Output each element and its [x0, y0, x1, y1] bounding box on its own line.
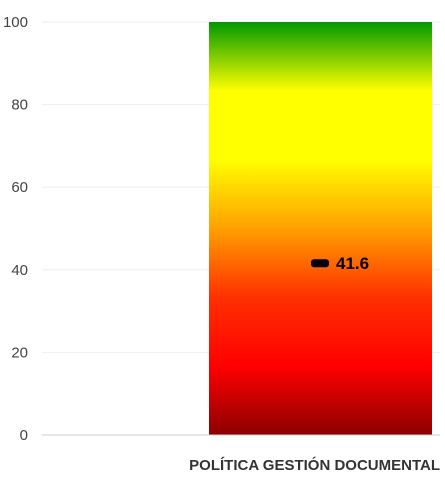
y-tick-label-0: 0 [20, 427, 28, 444]
value-marker-label: 41.6 [336, 254, 369, 273]
x-axis-categories: POLÍTICA GESTIÓN DOCUMENTAL [189, 456, 440, 474]
background-band [209, 22, 432, 435]
value-marker [311, 259, 329, 268]
y-tick-label-20: 20 [11, 344, 28, 361]
y-tick-label-40: 40 [11, 262, 28, 279]
category-label-0: POLÍTICA GESTIÓN DOCUMENTAL [189, 456, 440, 474]
y-axis-ticks: 0 20 40 60 80 100 [3, 14, 28, 444]
gradient-band [209, 22, 432, 435]
y-tick-label-80: 80 [11, 97, 28, 114]
value-markers: 41.6 [311, 254, 369, 273]
y-tick-label-60: 60 [11, 179, 28, 196]
y-tick-label-100: 100 [3, 14, 28, 31]
